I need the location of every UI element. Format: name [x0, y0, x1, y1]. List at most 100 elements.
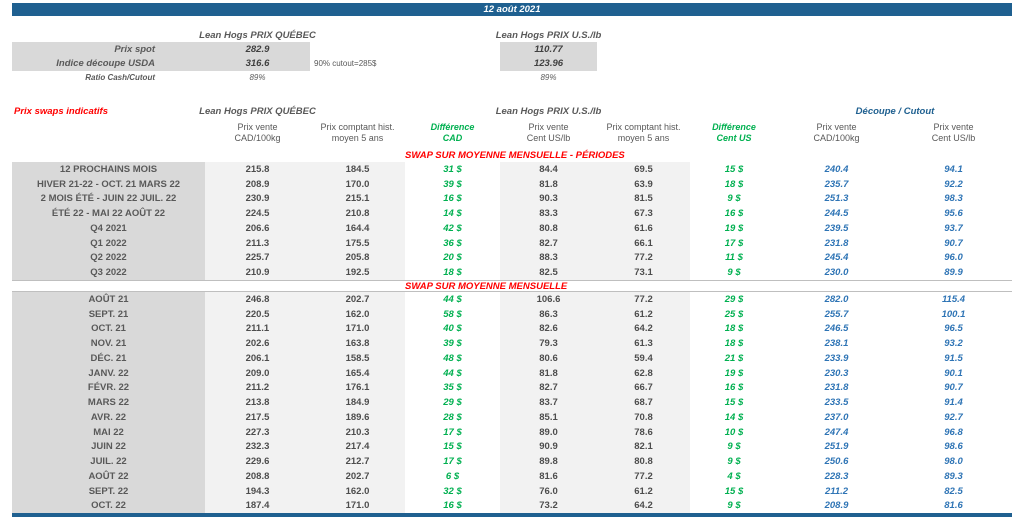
cell-qc-hist: 217.4 [310, 439, 405, 455]
cell-diff-us: 11 $ [725, 252, 743, 264]
cell-diff-us: 4 $ [727, 470, 741, 482]
header-diff-cad: Différence CAD [430, 121, 475, 143]
cell-us-hist: 66.7 [597, 380, 690, 396]
cell-qc-hist: 189.6 [310, 410, 405, 425]
cell-diff-us: 18 $ [724, 323, 744, 335]
cell-dec-us: 93.2 [944, 338, 963, 350]
cell-qc-hist: 171.0 [310, 321, 405, 337]
quebec-group-heading: Lean Hogs PRIX QUÉBEC [199, 105, 316, 117]
row-label: Q2 2022 [12, 250, 205, 266]
cell-diff-us: 29 $ [724, 293, 744, 305]
cell-dec-cad: 237.0 [824, 411, 849, 423]
spot-price-block: Lean Hogs PRIX QUÉBEC Lean Hogs PRIX U.S… [12, 29, 1012, 84]
cell-us-hist: 80.8 [597, 454, 690, 469]
cell-us-hist: 61.2 [597, 483, 690, 499]
cell-dec-us: 91.5 [944, 352, 963, 364]
cell-qc-vente: 187.4 [205, 498, 310, 514]
cell-qc-vente: 210.9 [205, 265, 310, 280]
cell-diff-us: 19 $ [724, 367, 744, 379]
monthly-section-header: SWAP SUR MOYENNE MENSUELLE [12, 280, 1012, 292]
cell-us-hist: 82.1 [597, 439, 690, 455]
cell-us-vente: 82.7 [500, 380, 597, 396]
period-row: Q3 2022 210.9 192.5 18 $ 82.5 73.1 9 $ 230.0 89.… [12, 265, 1012, 280]
month-row: AOÛT 21 246.8 202.7 44 $ 106.6 77.2 29 $ 282.0 1… [12, 292, 1012, 307]
cell-us-hist: 78.6 [597, 424, 690, 440]
monthly-rows: AOÛT 21 246.8 202.7 44 $106.6 77.2 29 $282.0 1… [12, 292, 1012, 514]
ratio-row: Ratio Cash/Cutout 89% 89% [12, 71, 1012, 84]
cell-us-hist: 61.3 [597, 336, 690, 351]
cell-us-vente: 80.8 [500, 221, 597, 236]
cell-qc-vente: 211.1 [205, 321, 310, 337]
indice-label: Indice découpe USDA [12, 56, 205, 71]
row-label: DÉC. 21 [12, 351, 205, 366]
cell-dec-us: 98.6 [944, 441, 963, 453]
cell-qc-vente: 194.3 [205, 483, 310, 499]
column-headers-row: Prix vente CAD/100kg Prix comptant hist. m… [12, 118, 1012, 148]
period-row: 12 PROCHAINS MOIS 215.8 184.5 31 $ 84.4 69.5 1… [12, 162, 1012, 177]
row-label: Q1 2022 [12, 235, 205, 251]
cell-diff-cad: 28 $ [443, 411, 462, 423]
cell-dec-us: 96.0 [944, 252, 963, 264]
cell-diff-us: 18 $ [724, 178, 744, 190]
cell-diff-us: 25 $ [724, 308, 744, 320]
us-heading: Lean Hogs PRIX U.S./lb [495, 30, 602, 41]
header-dec-cad: Prix vente CAD/100kg [813, 121, 860, 143]
cell-dec-cad: 240.4 [824, 163, 849, 175]
cell-diff-cad: 36 $ [443, 237, 462, 249]
cell-us-hist: 66.1 [597, 235, 690, 251]
cell-dec-us: 98.0 [944, 456, 963, 468]
us-group-heading: Lean Hogs PRIX U.S./lb [495, 105, 602, 117]
month-row: FÉVR. 22 211.2 176.1 35 $ 82.7 66.7 16 $ 231.8 9… [12, 380, 1012, 396]
prix-spot-label: Prix spot [12, 42, 205, 57]
month-row: JUIL. 22 229.6 212.7 17 $ 89.8 80.8 9 $ 250.6 98… [12, 454, 1012, 469]
quebec-heading: Lean Hogs PRIX QUÉBEC [199, 30, 316, 41]
cell-diff-cad: 58 $ [443, 308, 462, 320]
cell-us-vente: 90.9 [500, 439, 597, 455]
cell-diff-us: 9 $ [727, 456, 741, 468]
cell-us-hist: 64.2 [597, 321, 690, 337]
ratio-qc-value: 89% [249, 73, 266, 82]
cell-dec-cad: 255.7 [824, 308, 849, 320]
cell-qc-hist: 205.8 [310, 250, 405, 266]
row-label: SEPT. 21 [12, 306, 205, 322]
period-row: Q1 2022 211.3 175.5 36 $ 82.7 66.1 17 $ 231.8 90… [12, 235, 1012, 251]
cell-diff-us: 15 $ [724, 485, 744, 497]
cell-dec-cad: 251.9 [824, 441, 849, 453]
indice-decoupe-row: Indice découpe USDA 316.6 90% cutout=285… [12, 56, 1012, 71]
cell-dec-cad: 250.6 [824, 456, 849, 468]
ratio-us-value: 89% [540, 73, 557, 82]
cell-diff-cad: 17 $ [443, 456, 462, 468]
cell-us-hist: 77.2 [597, 250, 690, 266]
row-label: AOÛT 22 [12, 469, 205, 484]
cell-dec-cad: 247.4 [824, 426, 849, 438]
cell-us-hist: 64.2 [597, 498, 690, 514]
cell-dec-cad: 231.8 [824, 237, 849, 249]
cell-us-vente: 84.4 [500, 162, 597, 177]
month-row: DÉC. 21 206.1 158.5 48 $ 80.6 59.4 21 $ 233.9 91… [12, 351, 1012, 366]
cell-us-hist: 70.8 [597, 410, 690, 425]
cell-diff-us: 9 $ [727, 441, 741, 453]
month-row: SEPT. 22 194.3 162.0 32 $ 76.0 61.2 15 $ 211.2 8… [12, 483, 1012, 499]
cell-dec-us: 115.4 [941, 293, 966, 305]
cell-diff-cad: 39 $ [443, 338, 462, 350]
month-row: SEPT. 21 220.5 162.0 58 $ 86.3 61.2 25 $ 255.7 1… [12, 306, 1012, 322]
cell-us-hist: 69.5 [597, 162, 690, 177]
cutout-group-heading: Découpe / Cutout [855, 105, 935, 117]
cell-diff-cad: 44 $ [443, 293, 462, 305]
cell-qc-hist: 184.9 [310, 395, 405, 410]
row-label: AOÛT 21 [12, 292, 205, 307]
cell-dec-cad: 251.3 [824, 193, 849, 205]
cell-dec-cad: 230.3 [824, 367, 849, 379]
cell-dec-us: 93.7 [944, 222, 963, 234]
cell-diff-cad: 42 $ [443, 222, 462, 234]
indice-us-value: 123.96 [500, 56, 597, 71]
cell-us-vente: 81.6 [500, 469, 597, 484]
cell-us-hist: 67.3 [597, 206, 690, 221]
cell-qc-vente: 206.6 [205, 221, 310, 236]
cell-dec-cad: 239.5 [824, 222, 849, 234]
row-label: NOV. 21 [12, 336, 205, 351]
cell-us-vente: 106.6 [500, 292, 597, 307]
cell-qc-hist: 158.5 [310, 351, 405, 366]
cell-qc-vente: 246.8 [205, 292, 310, 307]
cell-qc-vente: 206.1 [205, 351, 310, 366]
